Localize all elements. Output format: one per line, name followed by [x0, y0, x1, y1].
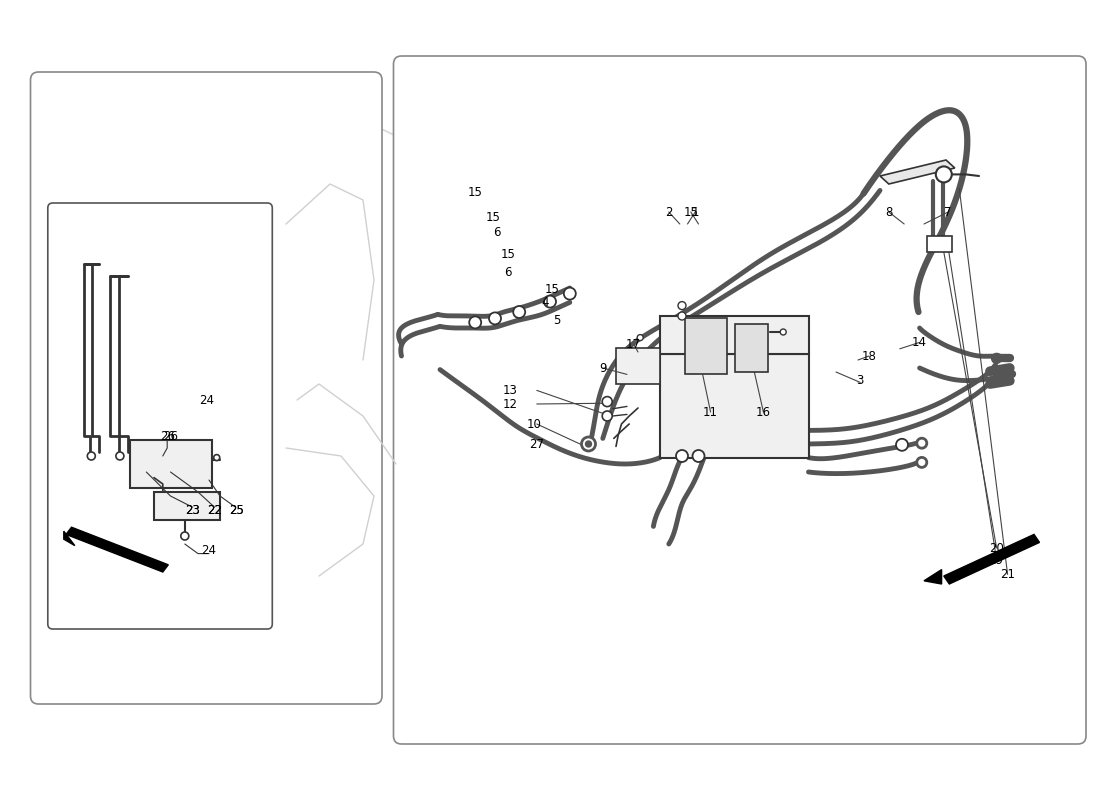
Text: 15: 15 [468, 186, 483, 198]
Circle shape [585, 441, 592, 447]
Text: 26: 26 [163, 430, 178, 442]
Text: 27: 27 [529, 438, 544, 450]
Text: 25: 25 [229, 504, 244, 517]
Text: 6: 6 [505, 266, 512, 278]
Text: 13: 13 [503, 384, 518, 397]
Text: 22: 22 [207, 504, 222, 517]
Text: 15: 15 [500, 248, 516, 261]
Polygon shape [64, 531, 75, 546]
Bar [616, 348, 660, 384]
Circle shape [87, 452, 96, 460]
Text: 18: 18 [861, 350, 877, 362]
Text: 4: 4 [542, 296, 549, 309]
Circle shape [470, 317, 481, 328]
Text: 8: 8 [886, 206, 892, 218]
Circle shape [678, 302, 686, 310]
Text: 10: 10 [527, 418, 542, 430]
Circle shape [676, 450, 688, 462]
Circle shape [916, 438, 927, 448]
Circle shape [213, 454, 220, 461]
Text: 19: 19 [989, 554, 1004, 566]
Polygon shape [66, 527, 168, 572]
Text: 3: 3 [857, 374, 864, 386]
Circle shape [490, 313, 500, 325]
Circle shape [916, 458, 927, 467]
Text: eurospares: eurospares [130, 188, 288, 212]
Circle shape [116, 452, 124, 460]
FancyBboxPatch shape [394, 56, 1086, 744]
Bar [660, 354, 808, 458]
Text: 21: 21 [1000, 568, 1015, 581]
Text: 25: 25 [229, 504, 244, 517]
Text: 15: 15 [683, 206, 698, 218]
Bar [685, 318, 727, 374]
Bar [130, 440, 212, 488]
Bar [735, 324, 768, 372]
Bar [927, 236, 952, 252]
Circle shape [582, 437, 595, 451]
FancyBboxPatch shape [47, 203, 273, 629]
Circle shape [602, 411, 613, 421]
Text: 6: 6 [494, 226, 501, 238]
Circle shape [693, 450, 704, 462]
Text: 14: 14 [912, 336, 927, 349]
Circle shape [602, 397, 613, 406]
Text: 2: 2 [666, 206, 672, 218]
Text: 17: 17 [626, 338, 641, 350]
Text: 22: 22 [207, 504, 222, 517]
Circle shape [514, 306, 525, 318]
Circle shape [678, 312, 686, 320]
Text: 24: 24 [199, 394, 214, 406]
Polygon shape [924, 570, 942, 584]
Text: eurospares: eurospares [143, 646, 275, 666]
Polygon shape [880, 160, 955, 184]
Text: 15: 15 [544, 283, 560, 296]
Circle shape [180, 532, 189, 540]
Bar [154, 492, 220, 520]
Polygon shape [944, 534, 1040, 584]
Bar [660, 316, 808, 354]
Circle shape [637, 334, 644, 341]
Text: 23: 23 [185, 504, 200, 517]
Text: eurospares: eurospares [130, 452, 288, 476]
Text: 16: 16 [756, 406, 771, 418]
Circle shape [991, 354, 1002, 363]
Text: 12: 12 [503, 398, 518, 410]
Text: 7: 7 [945, 206, 952, 218]
Text: 23: 23 [185, 504, 200, 517]
Text: eurospares: eurospares [649, 186, 825, 214]
Text: 24: 24 [201, 544, 217, 557]
Text: 26: 26 [160, 430, 175, 442]
Text: eurospares: eurospares [649, 450, 825, 478]
Text: 15: 15 [485, 211, 501, 224]
FancyBboxPatch shape [31, 72, 382, 704]
Text: 20: 20 [989, 542, 1004, 554]
Text: 9: 9 [600, 362, 606, 374]
Circle shape [564, 288, 575, 300]
Text: 5: 5 [553, 314, 560, 326]
Circle shape [936, 166, 952, 182]
Text: 1: 1 [692, 206, 698, 218]
Text: 11: 11 [703, 406, 718, 418]
Text: eurospares: eurospares [667, 646, 807, 666]
Circle shape [896, 439, 907, 451]
Circle shape [780, 329, 786, 335]
Circle shape [544, 296, 556, 308]
